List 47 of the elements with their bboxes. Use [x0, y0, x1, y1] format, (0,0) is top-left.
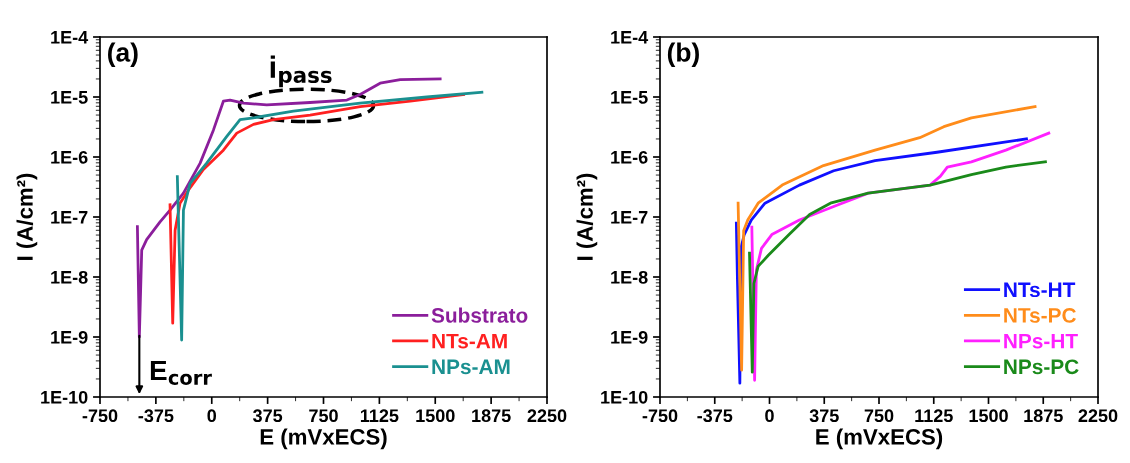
- x-tick-label: 1500: [416, 409, 455, 423]
- legend-label: NTs-HT: [1004, 282, 1076, 298]
- x-tick-label: 750: [864, 409, 894, 423]
- x-tick-label: 2250: [1078, 409, 1118, 423]
- x-tick-label: 1125: [360, 409, 399, 423]
- y-tick-label: 1E-9: [611, 330, 648, 344]
- y-tick-label: 1E-6: [611, 150, 648, 164]
- legend-label: NPs-PC: [1004, 359, 1079, 375]
- x-tick-label: 0: [207, 409, 217, 423]
- legend-label: Substrato: [431, 307, 528, 323]
- y-tick-label: 1E-10: [601, 390, 648, 404]
- annotation: (b): [667, 42, 699, 67]
- y-tick-label: 1E-5: [611, 91, 648, 104]
- x-tick-label: 375: [809, 409, 839, 423]
- x-tick-label: -750: [642, 409, 678, 423]
- x-tick-label: 1500: [969, 409, 1008, 423]
- legend-label: NPs-AM: [432, 359, 510, 375]
- x-tick-label: 375: [252, 409, 283, 423]
- x-tick-label: 1125: [915, 409, 953, 423]
- y-tick-label: 1E-8: [611, 270, 648, 284]
- x-tick-label: -375: [138, 409, 174, 423]
- x-tick-label: 750: [309, 409, 338, 423]
- y-tick-label: 1E-10: [41, 390, 88, 404]
- x-tick-label: 2250: [527, 409, 567, 423]
- x-tick-label: 1875: [472, 409, 511, 423]
- y-tick-label: 1E-7: [611, 211, 648, 224]
- x-tick-label: -750: [82, 409, 118, 423]
- x-axis-title: E (mVxECS): [260, 428, 387, 450]
- legend-label: NPs-HT: [1004, 333, 1078, 349]
- x-axis-title: E (mVxECS): [816, 428, 943, 450]
- x-tick-label: -375: [697, 409, 733, 423]
- y-axis-title: I (A/cm²): [576, 173, 598, 260]
- annotation: (a): [108, 42, 138, 67]
- x-tick-label: 1875: [1024, 409, 1063, 423]
- legend-label: NTs-AM: [432, 333, 507, 349]
- legend-label: NTs-PC: [1004, 308, 1076, 323]
- y-tick-label: 1E-9: [51, 330, 88, 344]
- y-tick-label: 1E-6: [51, 150, 88, 164]
- y-tick-label: 1E-5: [51, 91, 88, 104]
- y-tick-label: 1E-4: [611, 31, 649, 44]
- y-axis-title: I (A/cm²): [16, 173, 38, 260]
- y-tick-label: 1E-7: [51, 211, 88, 224]
- y-tick-label: 1E-8: [51, 270, 88, 284]
- annotation: i$_{pass}$: [270, 55, 332, 88]
- y-tick-label: 1E-4: [51, 31, 89, 44]
- x-tick-label: 0: [765, 409, 774, 423]
- annotation: E$_{corr}$: [150, 360, 212, 385]
